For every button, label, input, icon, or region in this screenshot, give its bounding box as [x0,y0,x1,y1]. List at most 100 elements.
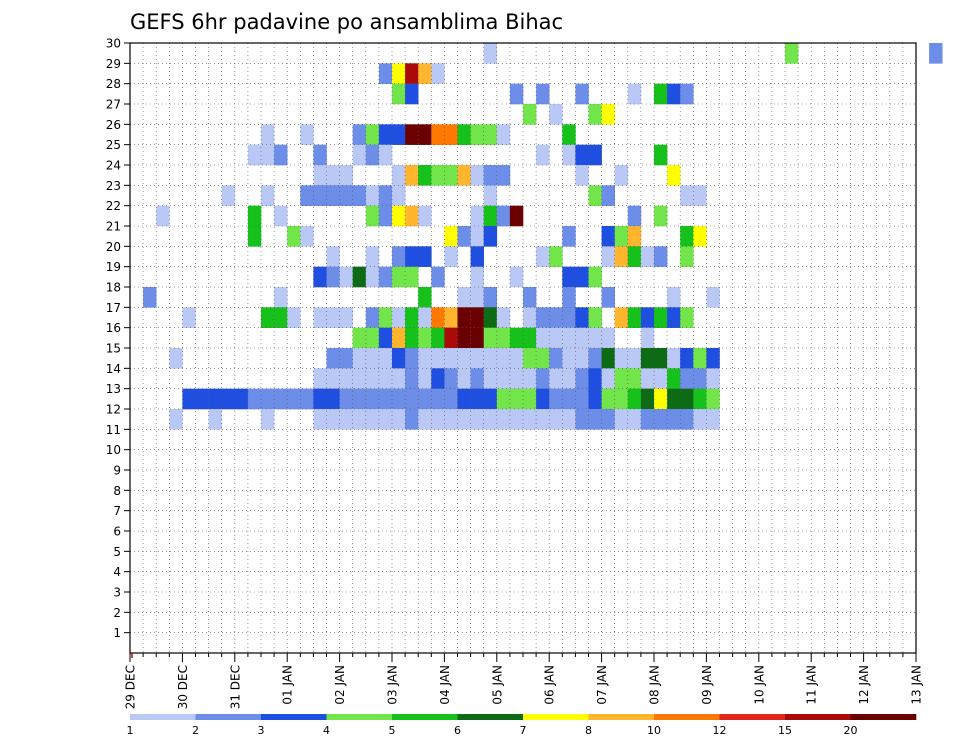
heatmap-cell [405,205,419,227]
heatmap-cell [274,144,288,166]
heatmap-cell [549,388,563,410]
heatmap-cell [274,287,288,308]
x-tick-label: 07 JAN [595,665,609,705]
x-tick-label: 30 DEC [176,665,190,709]
y-tick-label: 2 [113,606,121,620]
heatmap-cell [261,185,275,206]
heatmap-cell [378,63,393,84]
heatmap-cell [392,124,406,145]
gridlines [130,43,916,653]
heatmap-cell [418,124,432,145]
heatmap-cell [405,63,419,84]
heatmap-cell [326,266,340,288]
heatmap-cell [405,327,419,349]
heatmap-cell [654,307,668,328]
heatmap-cell [575,307,589,328]
heatmap-cell [706,388,720,410]
heatmap-cell [365,388,380,410]
y-tick-label: 1 [113,626,121,640]
heatmap-cell [693,226,707,247]
heatmap-cell [640,409,655,430]
heatmap-cell [418,165,432,186]
heatmap-cell [536,246,550,267]
x-tick-label: 11 JAN [805,665,819,705]
heatmap-cell [313,266,327,288]
heatmap-cell [562,266,576,288]
heatmap-cell [614,165,629,186]
heatmap-cell [536,409,550,430]
heatmap-cell [313,307,327,328]
heatmap-cell [549,348,563,369]
heatmap-cell [601,287,615,308]
heatmap-cell [326,185,340,206]
heatmap-cell [667,409,681,430]
heatmap-cell [182,307,196,328]
heatmap-cell [680,246,694,267]
heatmap-cell [405,368,419,389]
x-tick-label: 03 JAN [386,665,400,705]
heatmap-cell [418,348,432,369]
x-tick-label: 09 JAN [700,665,714,705]
heatmap-cell [431,307,445,328]
heatmap-cell [418,246,432,267]
colorbar-tick-label: 15 [778,724,792,737]
heatmap-cell [300,226,314,247]
heatmap-cell [444,165,458,186]
heatmap-cell [444,368,458,389]
y-tick-label: 30 [106,37,121,51]
heatmap-cell [457,368,471,389]
colorbar-tick-label: 20 [844,724,858,737]
heatmap-cell [326,388,340,410]
heatmap-cell [457,307,471,328]
heatmap-cell [392,63,406,84]
heatmap-cell [339,165,353,186]
heatmap-cell [352,327,367,349]
heatmap-cells [143,43,943,430]
heatmap-cell [287,307,301,328]
x-tick-label: 31 DEC [228,665,242,709]
chart-title: GEFS 6hr padavine po ansamblima Bihac [130,10,563,34]
y-tick-label: 20 [106,240,121,254]
heatmap-cell [457,124,471,145]
heatmap-cell [352,388,367,410]
heatmap-cell [693,348,707,369]
heatmap-cell [549,104,563,125]
heatmap-cell [588,266,602,288]
colorbar-segment [588,714,655,720]
y-tick-label: 5 [113,545,121,559]
heatmap-cell [483,388,498,410]
heatmap-cell [509,368,524,389]
colorbar-tick-label: 1 [127,724,134,737]
heatmap-cell [431,63,445,84]
heatmap-cell [627,205,642,227]
heatmap-cell [536,307,550,328]
heatmap-cell [536,144,550,166]
heatmap-cell [640,307,655,328]
heatmap-cell [693,388,707,410]
colorbar-segment [719,714,786,720]
heatmap-cell [365,327,380,349]
heatmap-cell [483,287,498,308]
colorbar-segment [785,714,851,720]
heatmap-cell [627,388,642,410]
heatmap-cell [431,348,445,369]
heatmap-cell [601,226,615,247]
heatmap-cell [274,388,288,410]
heatmap-cell [378,266,393,288]
x-tick-label: 29 DEC [124,665,138,709]
heatmap-cell [483,226,498,247]
heatmap-cell [654,144,668,166]
heatmap-cell [588,307,602,328]
y-tick-label: 6 [113,525,121,539]
y-tick-label: 7 [113,504,121,518]
heatmap-cell [392,327,406,349]
x-tick-label: 12 JAN [857,665,871,705]
heatmap-cell [470,409,484,430]
heatmap-cell [562,348,576,369]
heatmap-cell [536,327,550,349]
heatmap-cell [195,388,209,410]
heatmap-cell [562,144,576,166]
heatmap-cell [392,165,406,186]
heatmap-cell [588,368,602,389]
y-tick-label: 16 [106,321,121,335]
